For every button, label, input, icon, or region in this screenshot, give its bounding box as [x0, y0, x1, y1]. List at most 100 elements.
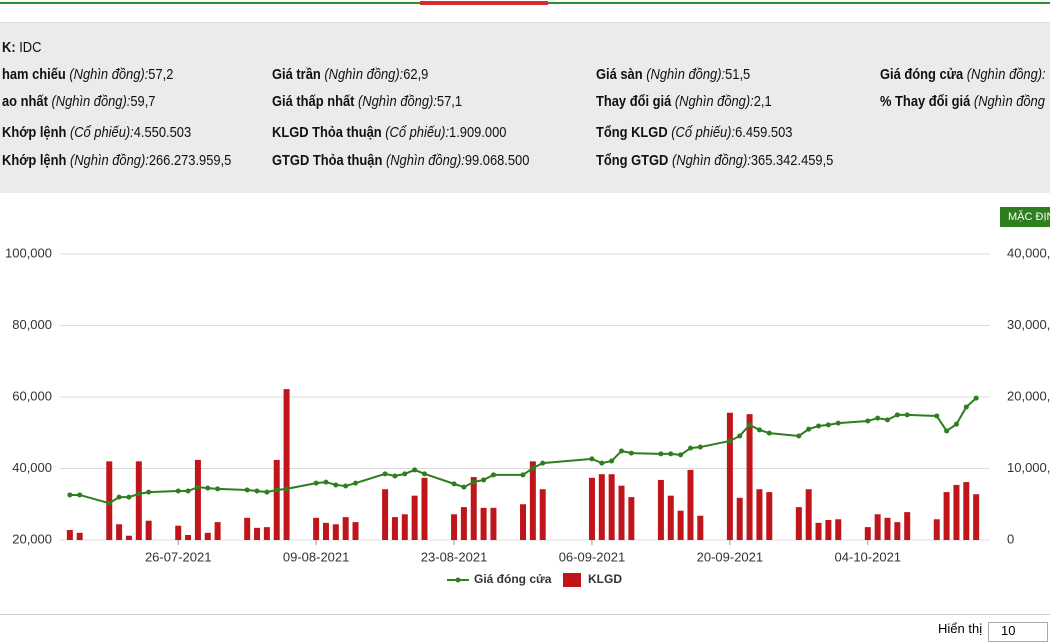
info-value: 6.459.503 — [735, 124, 793, 141]
volume-bar — [490, 507, 497, 540]
info-label: KLGD Thỏa thuận — [272, 124, 382, 141]
volume-bar — [391, 517, 398, 540]
legend-swatch — [563, 573, 581, 587]
y2-tick-label: 0 — [1007, 531, 1014, 546]
info-unit: (Nghìn đồng): — [324, 66, 404, 83]
info-label: ham chiếu — [2, 66, 66, 83]
info-value: 59,7 — [130, 93, 156, 110]
info-label: K: — [2, 39, 16, 56]
price-point — [678, 452, 684, 458]
volume-bar — [687, 469, 694, 540]
page-size-input[interactable]: 10 — [988, 622, 1048, 642]
volume-bar — [411, 495, 418, 540]
price-point — [628, 450, 634, 456]
price-point — [402, 471, 408, 477]
info-value: 4.550.503 — [133, 124, 192, 141]
price-point — [963, 404, 969, 410]
price-point — [471, 479, 477, 485]
info-unit: (Nghìn đồng — [973, 93, 1045, 110]
volume-bar — [421, 477, 428, 540]
y-tick-label: 20,000 — [12, 531, 52, 546]
volume-bar — [352, 522, 359, 540]
volume-bar — [933, 519, 940, 540]
price-point — [146, 489, 152, 495]
info-label: Thay đổi giá — [596, 93, 672, 110]
volume-bar — [825, 519, 832, 540]
x-tick-label: 26-07-2021 — [145, 549, 212, 564]
info-label: Khớp lệnh — [2, 152, 67, 169]
info-panel: K: IDC ham chiếu (Nghìn đồng):57,2 Giá trầ… — [0, 22, 1050, 193]
volume-bar — [106, 461, 113, 540]
price-point — [136, 491, 142, 497]
x-tick-label: 09-08-2021 — [283, 549, 350, 564]
price-point — [530, 465, 536, 471]
info-item: Giá đóng cửa (Nghìn đồng): — [880, 66, 1046, 83]
volume-bar — [864, 527, 871, 540]
volume-bar — [588, 477, 595, 540]
volume-bar — [618, 485, 625, 540]
info-item: GTGD Thỏa thuận (Nghìn đồng):99.068.500 — [272, 152, 529, 169]
volume-bar — [657, 479, 664, 540]
price-point — [796, 433, 802, 439]
price-point — [175, 488, 181, 494]
volume-bar — [460, 507, 467, 540]
price-point — [284, 486, 290, 492]
price-point — [835, 420, 841, 426]
volume-bar — [125, 535, 132, 540]
volume-bar — [254, 527, 261, 540]
volume-bar — [598, 474, 605, 540]
price-point — [77, 492, 83, 498]
active-tab-indicator — [420, 1, 548, 5]
info-item: Giá trần (Nghìn đồng):62,9 — [272, 66, 428, 83]
default-button[interactable]: MẶC ĐỊNH — [1000, 207, 1050, 227]
info-label: Giá sàn — [596, 66, 643, 83]
volume-bar — [805, 489, 812, 540]
price-point — [382, 471, 388, 477]
divider — [0, 614, 1050, 615]
price-point — [333, 482, 339, 488]
volume-bar — [529, 461, 536, 540]
volume-bar — [904, 512, 911, 540]
price-point — [697, 444, 703, 450]
price-point — [215, 486, 221, 492]
volume-bar — [815, 522, 822, 540]
volume-bar — [273, 459, 280, 540]
volume-bar — [66, 529, 73, 540]
volume-bar — [736, 497, 743, 540]
info-unit: (Nghìn đồng): — [358, 93, 437, 110]
volume-bar — [135, 461, 142, 540]
y-tick-label: 100,000 — [5, 245, 52, 260]
info-label: Khớp lệnh — [2, 124, 67, 141]
volume-bar — [480, 507, 487, 540]
volume-bar — [520, 504, 526, 540]
price-point — [451, 481, 457, 487]
price-point — [254, 488, 260, 494]
y-tick-label: 80,000 — [12, 317, 52, 332]
price-point — [737, 433, 743, 439]
x-tick-label: 04-10-2021 — [835, 549, 902, 564]
price-point — [687, 445, 693, 451]
price-point — [185, 488, 191, 494]
info-label: Giá đóng cửa — [880, 66, 964, 83]
info-unit: (Nghìn đồng): — [966, 66, 1046, 83]
info-unit: (Cổ phiếu): — [69, 124, 134, 141]
price-point — [599, 460, 605, 466]
volume-bar — [628, 497, 635, 540]
volume-bar — [332, 524, 339, 540]
price-point — [244, 487, 250, 493]
price-point — [619, 448, 625, 454]
chart: 20,000 40,000 60,000 80,000 100,000 0 10,000,0… — [5, 245, 1050, 587]
volume-bar — [667, 495, 674, 540]
price-point — [973, 395, 979, 401]
volume-bar — [76, 532, 83, 540]
price-point — [392, 473, 398, 479]
volume-bar — [313, 517, 320, 540]
volume-bar — [953, 484, 960, 540]
price-point — [816, 423, 822, 429]
info-label: GTGD Thỏa thuận — [272, 152, 383, 169]
volume-bar — [608, 474, 615, 540]
info-item: Tổng KLGD (Cổ phiếu):6.459.503 — [596, 124, 792, 141]
price-point — [934, 413, 940, 419]
price-point — [875, 415, 881, 421]
price-point — [904, 412, 910, 418]
